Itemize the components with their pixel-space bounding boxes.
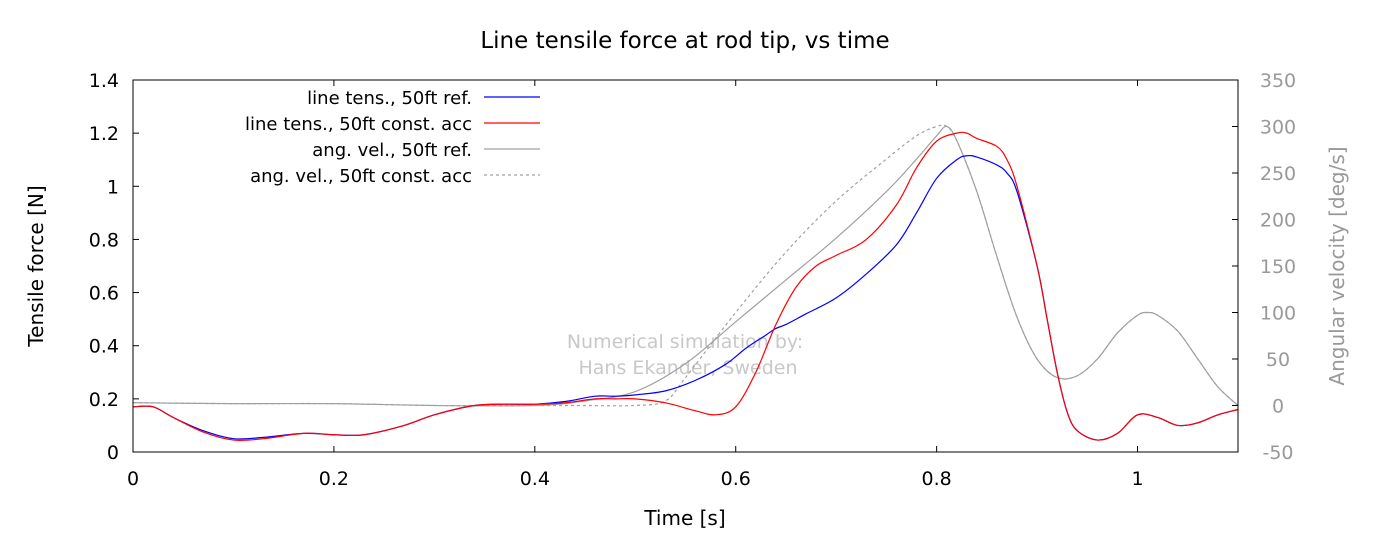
series-layer	[132, 124, 1239, 442]
y-tick-label: 0.6	[89, 283, 119, 305]
y2-tick-label: -50	[1262, 442, 1293, 464]
x-axis-ticks: 0 0.2 0.4 0.6 0.8 1	[127, 80, 1144, 490]
y2-tick-label: 300	[1260, 117, 1296, 139]
x-tick-label: 1	[1131, 468, 1143, 490]
x-tick-label: 0.6	[721, 468, 751, 490]
x-tick-label: 0.2	[319, 468, 349, 490]
watermark-line-1: Numerical simulation by:	[567, 331, 803, 353]
y-tick-label: 1.4	[89, 70, 119, 92]
x-axis-label: Time [s]	[643, 506, 725, 530]
legend-label-1: line tens., 50ft ref.	[307, 88, 472, 109]
y-tick-label: 0	[107, 442, 119, 464]
watermark-line-2: Hans Ekander, Sweden	[579, 357, 798, 379]
plot-frame	[132, 79, 1239, 453]
y2-tick-label: 250	[1260, 163, 1296, 185]
y-tick-label: 0.8	[89, 229, 119, 251]
y2-tick-label: 50	[1266, 349, 1290, 371]
y2-tick-label: 350	[1260, 70, 1296, 92]
chart-title: Line tensile force at rod tip, vs time	[480, 28, 889, 54]
legend: line tens., 50ft ref. line tens., 50ft co…	[245, 88, 540, 187]
x-tick-label: 0.8	[922, 468, 952, 490]
series-line-4	[132, 124, 1239, 407]
series-line-1	[132, 154, 1239, 441]
y-tick-label: 0.4	[89, 336, 119, 358]
legend-label-3: ang. vel., 50ft ref.	[312, 140, 472, 161]
y-tick-label: 1.2	[89, 123, 119, 145]
x-tick-label: 0.4	[520, 468, 550, 490]
y2-tick-label: 150	[1260, 256, 1296, 278]
series-line-2	[132, 131, 1239, 442]
y2-tick-label: 100	[1260, 303, 1296, 325]
y-axis-ticks: 0 0.2 0.4 0.6 0.8 1 1.2 1.4	[89, 70, 139, 464]
y-tick-label: 1	[107, 176, 119, 198]
y2-tick-label: 0	[1272, 396, 1284, 418]
y-tick-label: 0.2	[89, 389, 119, 411]
series-line-3	[132, 125, 1239, 407]
x-tick-label: 0	[127, 468, 139, 490]
y-axis-label: Tensile force [N]	[24, 185, 48, 347]
legend-label-2: line tens., 50ft const. acc	[245, 114, 472, 135]
y2-tick-label: 200	[1260, 210, 1296, 232]
legend-label-4: ang. vel., 50ft const. acc	[250, 166, 472, 187]
y2-axis-ticks: -50 0 50 100 150 200 250 300 350	[1232, 70, 1296, 464]
watermark: Numerical simulation by: Hans Ekander, S…	[567, 331, 803, 379]
y2-axis-label: Angular velocity [deg/s]	[1325, 146, 1349, 385]
